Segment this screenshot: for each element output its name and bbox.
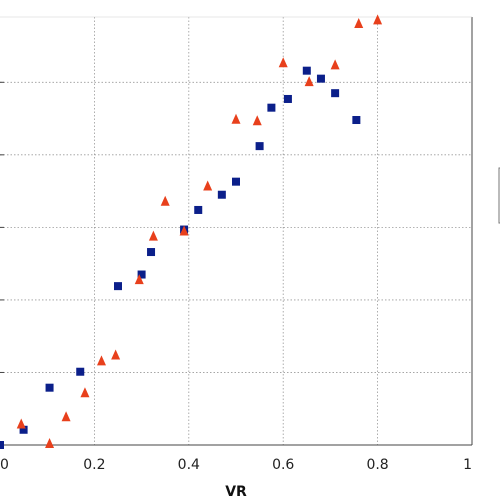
x-tick-label: 0.8: [366, 457, 388, 473]
data-point-square: [114, 282, 122, 291]
series-triangle-points: [16, 14, 383, 449]
data-point-square: [302, 66, 311, 75]
data-point-square: [267, 103, 276, 112]
x-tick-label: 0.2: [83, 457, 105, 473]
data-point-square: [316, 74, 325, 83]
data-point-triangle: [179, 225, 189, 236]
x-tick-label: 1: [463, 457, 472, 473]
series-square-points: [0, 66, 361, 449]
data-point-square: [217, 190, 226, 199]
data-point-square: [0, 441, 4, 449]
data-point-triangle: [134, 274, 144, 285]
data-point-square: [137, 270, 146, 279]
x-axis-title: VR: [225, 484, 247, 500]
data-point-triangle: [231, 113, 241, 124]
data-point-triangle: [278, 57, 288, 68]
x-tick-label: 0.4: [178, 457, 200, 473]
data-point-square: [147, 248, 156, 257]
data-point-triangle: [45, 438, 55, 449]
data-point-square: [19, 425, 28, 434]
x-tick-label: 0: [0, 457, 9, 473]
data-point-triangle: [80, 387, 90, 398]
data-point-square: [232, 177, 240, 186]
data-point-triangle: [61, 411, 71, 422]
data-point-triangle: [373, 14, 383, 25]
data-point-triangle: [148, 230, 158, 241]
data-point-square: [255, 142, 264, 151]
data-series: [0, 14, 383, 449]
data-point-square: [352, 116, 361, 125]
data-point-triangle: [96, 355, 106, 366]
data-point-triangle: [111, 349, 121, 360]
data-point-triangle: [304, 76, 314, 87]
data-point-square: [194, 205, 203, 214]
axes: [0, 16, 473, 446]
data-point-square: [331, 89, 340, 98]
data-point-triangle: [203, 180, 213, 191]
data-point-square: [76, 367, 85, 376]
data-point-triangle: [354, 18, 364, 29]
grid-lines: [0, 17, 473, 445]
data-point-triangle: [252, 115, 262, 126]
data-point-triangle: [16, 418, 26, 429]
x-tick-label: 0.6: [272, 457, 294, 473]
data-point-triangle: [160, 195, 170, 206]
data-point-square: [45, 383, 54, 392]
data-point-square: [283, 94, 292, 103]
data-point-triangle: [330, 59, 340, 70]
x-tick-labels: 0 0.2 0.4 0.6 0.8 1: [0, 457, 472, 473]
